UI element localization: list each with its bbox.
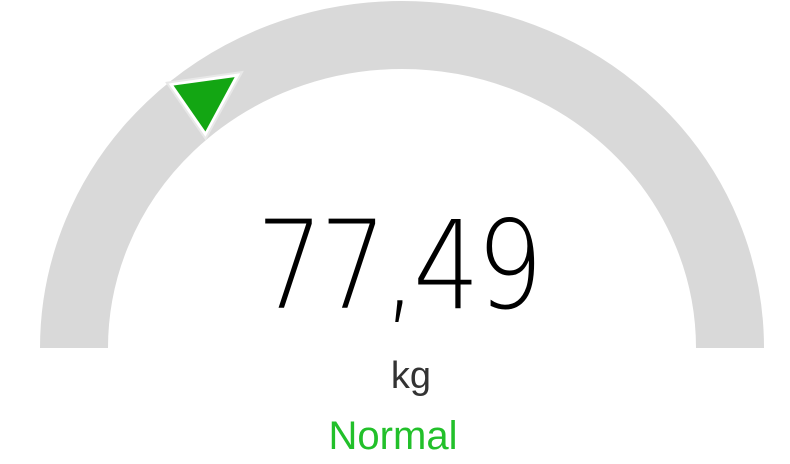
- gauge-status-label: Normal: [328, 414, 458, 458]
- gauge-arc: [40, 1, 764, 349]
- gauge-unit: kg: [390, 355, 432, 397]
- gauge-value: 77,49: [256, 195, 544, 337]
- triangle-pointer-icon: [165, 70, 244, 141]
